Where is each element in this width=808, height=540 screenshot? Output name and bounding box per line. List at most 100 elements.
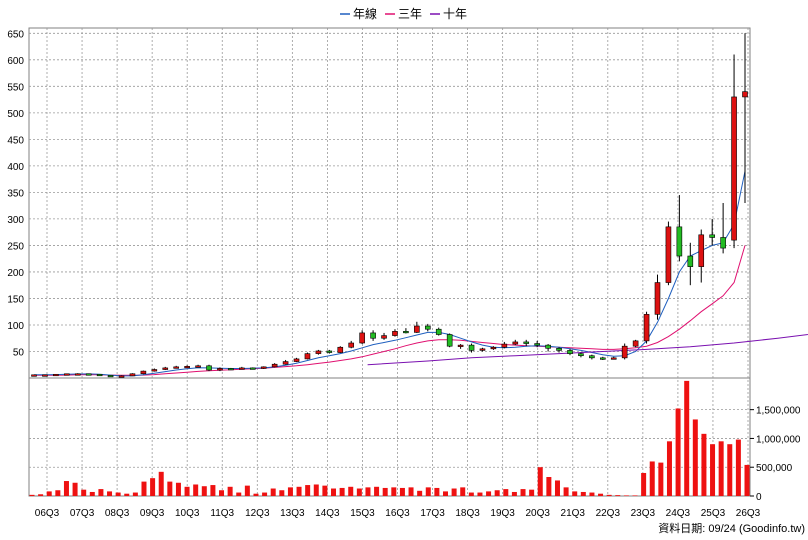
candle-body [654, 282, 661, 315]
legend-label: 三年 [398, 7, 422, 21]
candle-body [184, 366, 190, 369]
volume-bar [63, 481, 69, 496]
candle-body [545, 344, 551, 349]
candle-body [632, 340, 639, 347]
candle-body [206, 365, 212, 371]
x-tick-label: 26Q3 [736, 508, 761, 519]
volume-bar [46, 491, 52, 496]
candle-body [698, 234, 705, 267]
candle-body [282, 361, 289, 365]
price-tick-label: 400 [7, 162, 24, 173]
volume-tick-label: 1,000,000 [756, 434, 801, 445]
volume-bar [356, 488, 362, 496]
candle-body [435, 328, 442, 335]
volume-bar [236, 492, 242, 496]
price-tick-label: 350 [7, 188, 24, 199]
price-tick-label: 250 [7, 241, 24, 252]
candle-body [534, 343, 540, 346]
grid-lines [29, 28, 750, 496]
candle-body [424, 325, 431, 330]
volume-bar [684, 380, 690, 496]
candle-body [567, 350, 573, 354]
legend-label: 年線 [353, 6, 377, 21]
volume-bar [55, 490, 61, 496]
x-tick-label: 07Q3 [70, 508, 95, 519]
volume-bar [666, 441, 672, 496]
volume-bar [598, 493, 604, 496]
volume-bar [107, 491, 113, 496]
x-tick-label: 19Q3 [490, 508, 515, 519]
price-tick-label: 150 [7, 294, 24, 305]
candle-body [742, 91, 748, 98]
candle-body [457, 344, 464, 347]
volume-bar [468, 492, 474, 496]
candle-body [610, 357, 617, 360]
volume-bar [167, 481, 173, 496]
candle-body [85, 373, 92, 376]
volume-bar [641, 472, 647, 496]
volume-bar [270, 488, 276, 496]
candle-body [140, 370, 147, 375]
volume-bar [365, 487, 371, 496]
x-tick-label: 12Q3 [245, 508, 270, 519]
volume-bar [718, 441, 724, 496]
candle-body [370, 332, 376, 339]
volume-axis: 0 500,000 1,000,000 1,500,000 [750, 406, 801, 503]
candle-body [446, 334, 453, 347]
volume-bar [710, 444, 716, 496]
volume-bar [675, 408, 681, 496]
volume-bar [606, 494, 612, 496]
x-tick-label: 15Q3 [350, 508, 375, 519]
candle-body [96, 373, 103, 377]
candle-body [337, 346, 344, 353]
volume-bar [322, 485, 328, 496]
volume-bar [615, 495, 621, 496]
candle-body [414, 325, 420, 333]
volume-bar [219, 490, 225, 496]
candle-body [271, 363, 278, 368]
volume-bar [451, 488, 457, 496]
volume-bar [382, 487, 388, 496]
volume-bar [184, 486, 190, 496]
volume-bar [175, 482, 181, 496]
candle-body [392, 331, 398, 336]
volume-bar [348, 486, 354, 496]
volume-bar [391, 487, 397, 496]
candle-body [173, 366, 179, 369]
volume-bar [244, 485, 250, 496]
price-tick-label: 650 [7, 29, 24, 40]
volume-bar [572, 491, 578, 496]
price-tick-label: 600 [7, 56, 24, 67]
price-tick-label: 550 [7, 82, 24, 93]
source-label: 資料日期: 09/24 (Goodinfo.tw) [658, 521, 805, 535]
candle-body [162, 367, 169, 370]
volume-bar [425, 487, 431, 496]
volume-tick-label: 0 [756, 492, 762, 503]
moving-average-lines [34, 171, 808, 377]
volume-bar [374, 486, 380, 496]
candle-body [31, 374, 37, 377]
candle-body [74, 373, 81, 376]
candle-body [326, 350, 333, 353]
volume-bar [313, 484, 319, 496]
volume-bar [511, 491, 517, 496]
candle-body [501, 343, 508, 348]
volume-bar [520, 489, 526, 496]
volume-bar [658, 462, 664, 496]
candle-body [599, 357, 606, 360]
candle-body [479, 348, 486, 351]
candle-body [239, 367, 245, 370]
volume-bar [262, 492, 268, 496]
candle-body [381, 335, 387, 339]
volume-bar [210, 485, 216, 496]
volume-bar [727, 444, 733, 496]
volume-bar [227, 486, 233, 496]
volume-bar [744, 464, 750, 496]
volume-bar [735, 439, 741, 496]
price-tick-label: 450 [7, 135, 24, 146]
volume-bar [287, 487, 293, 496]
candle-body [687, 255, 694, 267]
volume-bars [29, 380, 750, 496]
volume-bar [442, 491, 448, 496]
